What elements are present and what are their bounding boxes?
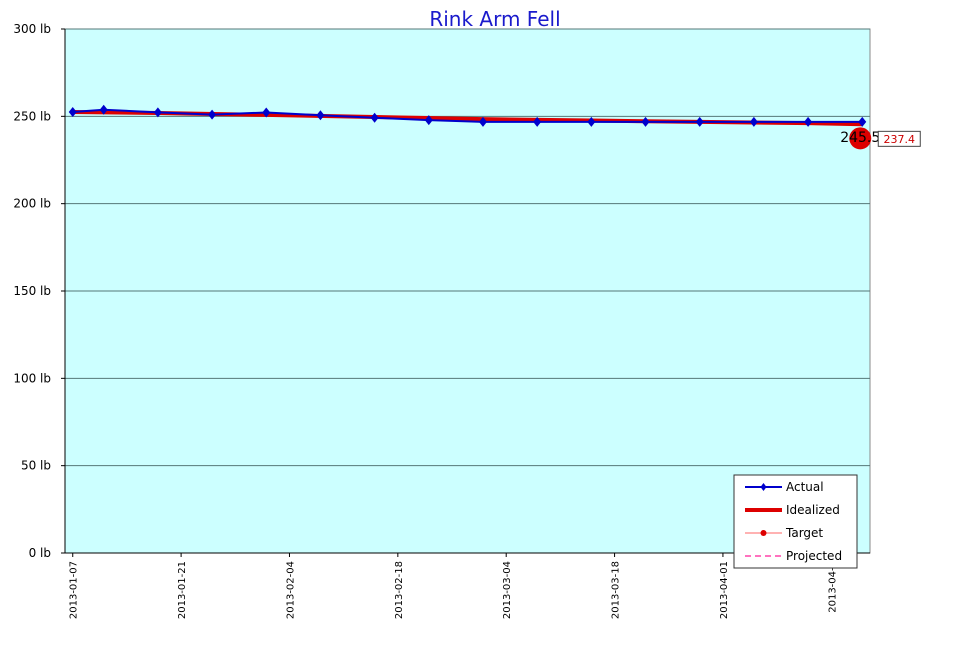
x-tick-label: 2013-04-1 bbox=[827, 561, 838, 613]
legend-label: Idealized bbox=[786, 503, 840, 517]
x-tick-label: 2013-02-04 bbox=[285, 561, 296, 619]
actual-point bbox=[749, 116, 758, 127]
actual-point bbox=[424, 115, 433, 126]
actual-point bbox=[804, 116, 813, 127]
annotations: 245.5 237.4 bbox=[840, 130, 921, 147]
legend-label: Actual bbox=[786, 480, 824, 494]
target-value-box bbox=[877, 130, 921, 147]
legend-marker-actual bbox=[760, 483, 767, 491]
series-layer bbox=[68, 104, 872, 150]
target-point bbox=[849, 127, 872, 150]
legend-box bbox=[733, 474, 858, 569]
actual-point bbox=[858, 116, 867, 127]
y-axis-ticks: 0 lb 50 lb 100 lb 150 lb 200 lb 250 lb 300 lb bbox=[13, 22, 870, 560]
y-tick-label: 100 lb bbox=[13, 371, 51, 385]
actual-point bbox=[316, 110, 325, 121]
actual-point bbox=[587, 116, 596, 127]
x-tick-label: 2013-01-07 bbox=[69, 561, 80, 619]
y-tick-label: 200 lb bbox=[13, 197, 51, 211]
legend: Actual Idealized Target Projected bbox=[733, 474, 858, 569]
actual-point bbox=[370, 112, 379, 123]
actual-point bbox=[262, 107, 271, 118]
actual-point bbox=[99, 104, 108, 115]
actual-point bbox=[208, 109, 217, 120]
actual-point bbox=[695, 116, 704, 127]
chart-title: Rink Arm Fell bbox=[429, 7, 560, 31]
x-tick-label: 2013-04-01 bbox=[719, 561, 730, 619]
y-tick-label: 50 lb bbox=[21, 459, 51, 473]
actual-point bbox=[533, 116, 542, 127]
actual-point bbox=[641, 116, 650, 127]
x-tick-label: 2013-02-18 bbox=[394, 561, 405, 619]
y-tick-label: 150 lb bbox=[13, 284, 51, 298]
x-tick-label: 2013-03-18 bbox=[611, 561, 622, 619]
y-tick-label: 300 lb bbox=[13, 22, 51, 36]
legend-label: Projected bbox=[786, 549, 842, 563]
legend-label: Target bbox=[785, 526, 823, 540]
end-value-label: 245.5 bbox=[840, 130, 880, 146]
x-axis-ticks: 2013-01-07 2013-01-21 2013-02-04 2013-02-18… bbox=[69, 553, 838, 619]
y-tick-label: 250 lb bbox=[13, 109, 51, 123]
actual-point bbox=[153, 107, 162, 118]
y-tick-label: 0 lb bbox=[29, 546, 51, 560]
actual-point bbox=[68, 106, 77, 117]
x-tick-label: 2013-01-21 bbox=[177, 561, 188, 619]
actual-point bbox=[478, 116, 487, 127]
target-value-label: 237.4 bbox=[884, 133, 916, 146]
x-tick-label: 2013-03-04 bbox=[502, 561, 513, 619]
legend-marker-target bbox=[760, 530, 767, 536]
series-actual-line bbox=[72, 108, 863, 123]
